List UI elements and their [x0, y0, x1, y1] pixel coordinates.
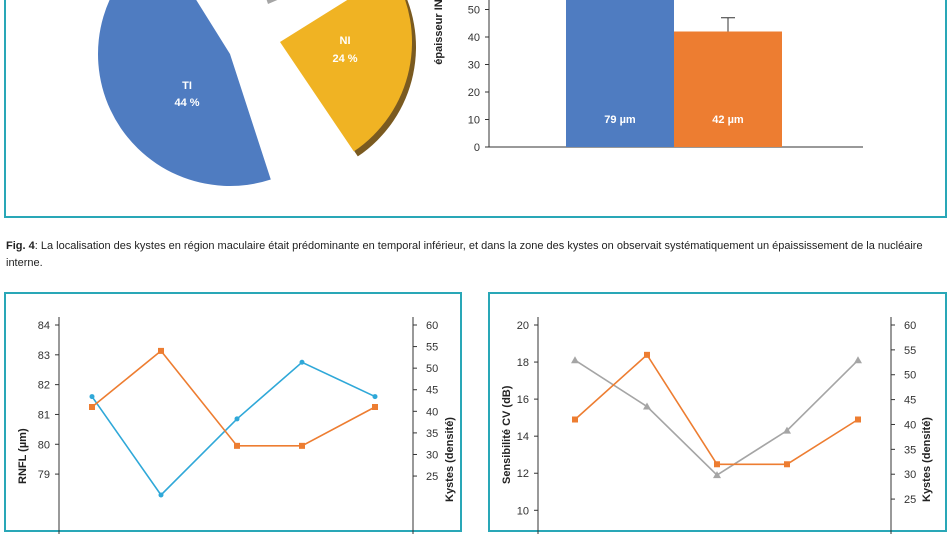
right-y-tick-label: 30 — [426, 449, 438, 461]
bar-y-tick-label: 0 — [474, 142, 480, 154]
series-marker-dot — [299, 359, 305, 365]
series-marker-dot — [372, 394, 378, 400]
bar-y-tick-label: 10 — [468, 115, 480, 127]
right-y-tick-label: 35 — [426, 428, 438, 440]
left-y-tick-label: 10 — [517, 505, 529, 517]
pie-slice-gray — [266, 0, 278, 4]
series-line-0 — [91, 361, 376, 497]
pie-slice-ti — [98, 0, 271, 186]
series-marker-triangle — [643, 402, 651, 410]
left-y-tick-label: 80 — [38, 439, 50, 451]
right-y-tick-label: 55 — [904, 345, 916, 357]
bar-blue — [566, 0, 674, 147]
left-y-tick-label: 82 — [38, 380, 50, 392]
right-y-tick-label: 45 — [904, 395, 916, 407]
right-y-tick-label: 45 — [426, 385, 438, 397]
left-y-tick-label: 84 — [38, 320, 50, 332]
bar-y-tick-label: 30 — [468, 60, 480, 72]
left-y-axis-label: Sensibilité CV (dB) — [501, 385, 513, 484]
left-y-axis-label: RNFL (µm) — [17, 428, 29, 484]
series-marker-square — [89, 404, 95, 410]
left-y-tick-label: 83 — [38, 350, 50, 362]
right-y-tick-label: 30 — [904, 469, 916, 481]
right-y-tick-label: 60 — [426, 320, 438, 332]
right-y-tick-label: 50 — [904, 370, 916, 382]
rnfl-chart-panel: 79 80 81 82 83 84 25 30 35 40 45 50 55 60 RNFL (µm) Kys… — [4, 292, 462, 534]
series-marker-square — [234, 442, 240, 449]
right-y-tick-label: 40 — [904, 419, 916, 431]
bar-y-tick-label: 20 — [468, 87, 480, 99]
series-marker-square — [855, 416, 861, 423]
figure-top-panel: TI 44 % NI 24 % 0 10 20 30 40 50 épaisseur IN 79 µm… — [4, 0, 947, 218]
series-marker-dot — [234, 416, 240, 422]
bar-value-label: 79 µm — [604, 114, 636, 126]
pie-value-ni: 24 % — [332, 53, 357, 65]
series-marker-dot — [89, 394, 95, 400]
series-line-1 — [574, 353, 859, 466]
bar-value-label: 42 µm — [712, 114, 744, 126]
series-marker-dot — [158, 492, 164, 498]
right-y-tick-label: 35 — [904, 444, 916, 456]
series-marker-square — [714, 461, 720, 468]
right-y-axis-label: Kystes (densité) — [444, 417, 456, 502]
bar-y-axis-label: épaisseur IN — [433, 0, 445, 65]
series-marker-square — [158, 347, 164, 354]
series-marker-square — [372, 404, 378, 410]
right-y-tick-label: 25 — [904, 494, 916, 506]
left-y-tick-label: 12 — [517, 468, 529, 480]
bar-y-tick-label: 40 — [468, 32, 480, 44]
right-y-axis-label: Kystes (densité) — [921, 417, 933, 502]
series-line-0 — [574, 359, 859, 477]
series-marker-triangle — [713, 471, 721, 479]
series-marker-triangle — [854, 356, 862, 364]
left-y-tick-label: 81 — [38, 409, 50, 421]
right-y-tick-label: 55 — [426, 342, 438, 354]
bar-y-tick-label: 50 — [468, 5, 480, 17]
caption-figure-number: Fig. 4 — [6, 240, 35, 252]
left-y-tick-label: 20 — [517, 320, 529, 332]
left-y-tick-label: 16 — [517, 394, 529, 406]
caption-text: : La localisation des kystes en région m… — [6, 240, 923, 269]
pie-label-ni: NI — [340, 35, 351, 47]
series-marker-square — [784, 461, 790, 468]
series-line-1 — [91, 349, 376, 447]
cv-line-chart: 10 12 14 16 18 20 25 30 35 40 45 50 55 60 Sensibilité … — [501, 317, 933, 534]
left-y-tick-label: 18 — [517, 357, 529, 369]
pie-chart: TI 44 % NI 24 % 0 10 20 30 40 50 épaisseur IN 79 µm… — [98, 0, 863, 186]
series-marker-triangle — [571, 356, 579, 364]
figure-caption: Fig. 4: La localisation des kystes en ré… — [6, 238, 946, 272]
series-marker-square — [299, 442, 305, 449]
right-y-tick-label: 40 — [426, 406, 438, 418]
pie-label-ti: TI — [182, 80, 192, 92]
series-marker-square — [644, 351, 650, 358]
right-y-tick-label: 25 — [426, 471, 438, 483]
right-y-tick-label: 50 — [426, 363, 438, 375]
pie-slice-ni — [280, 0, 412, 152]
rnfl-line-chart: 79 80 81 82 83 84 25 30 35 40 45 50 55 60 RNFL (µm) Kys… — [17, 317, 456, 534]
pie-value-ti: 44 % — [174, 97, 199, 109]
series-marker-square — [572, 416, 578, 423]
left-y-tick-label: 79 — [38, 469, 50, 481]
left-y-tick-label: 14 — [517, 431, 529, 443]
series-marker-triangle — [783, 426, 791, 434]
bar-orange — [674, 31, 782, 147]
cv-chart-panel: 10 12 14 16 18 20 25 30 35 40 45 50 55 60 Sensibilité … — [488, 292, 947, 534]
right-y-tick-label: 60 — [904, 320, 916, 332]
